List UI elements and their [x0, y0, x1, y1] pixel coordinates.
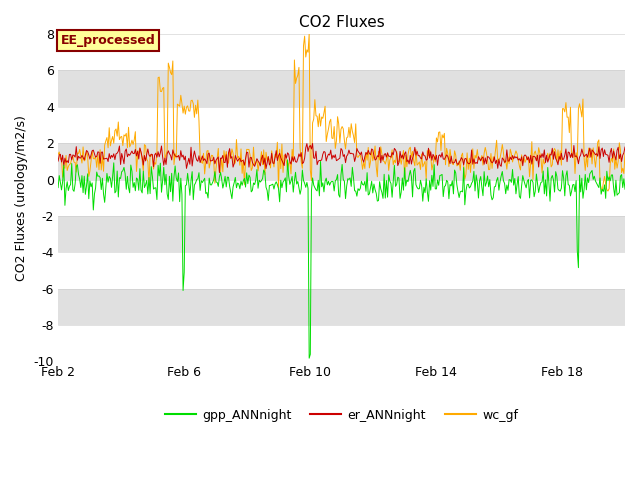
Bar — [58, 325, 625, 361]
Bar — [58, 71, 625, 107]
Title: CO2 Fluxes: CO2 Fluxes — [299, 15, 385, 30]
er_ANNnight — [308, 141, 316, 146]
Bar — [58, 143, 625, 180]
Bar — [58, 288, 625, 325]
Legend: gpp_ANNnight, er_ANNnight, wc_gf: gpp_ANNnight, er_ANNnight, wc_gf — [159, 404, 524, 427]
gpp_ANNnight — [394, 174, 402, 180]
Text: EE_processed: EE_processed — [61, 34, 156, 47]
gpp_ANNnight — [305, 355, 313, 361]
wc_gf — [621, 150, 629, 156]
Bar — [58, 107, 625, 143]
er_ANNnight — [521, 152, 529, 158]
wc_gf — [324, 126, 332, 132]
gpp_ANNnight — [54, 185, 62, 191]
er_ANNnight — [394, 163, 402, 168]
gpp_ANNnight — [521, 181, 529, 187]
gpp_ANNnight — [621, 186, 629, 192]
wc_gf — [520, 155, 528, 160]
wc_gf — [604, 188, 612, 194]
wc_gf — [305, 31, 313, 37]
er_ANNnight — [54, 158, 62, 164]
Line: gpp_ANNnight: gpp_ANNnight — [58, 160, 625, 358]
wc_gf — [328, 135, 336, 141]
er_ANNnight — [326, 152, 333, 158]
wc_gf — [54, 152, 62, 157]
Bar — [58, 180, 625, 216]
gpp_ANNnight — [284, 157, 291, 163]
Line: wc_gf: wc_gf — [58, 34, 625, 191]
er_ANNnight — [216, 170, 223, 176]
Bar — [58, 216, 625, 252]
gpp_ANNnight — [326, 182, 333, 188]
wc_gf — [362, 149, 370, 155]
Bar — [58, 34, 625, 71]
er_ANNnight — [621, 144, 629, 150]
gpp_ANNnight — [610, 185, 618, 191]
Y-axis label: CO2 Fluxes (urology/m2/s): CO2 Fluxes (urology/m2/s) — [15, 115, 28, 281]
Line: er_ANNnight: er_ANNnight — [58, 144, 625, 173]
er_ANNnight — [329, 152, 337, 158]
wc_gf — [610, 146, 618, 152]
gpp_ANNnight — [329, 179, 337, 184]
er_ANNnight — [364, 152, 371, 157]
er_ANNnight — [610, 148, 618, 154]
wc_gf — [393, 148, 401, 154]
Bar — [58, 252, 625, 288]
gpp_ANNnight — [364, 170, 371, 176]
